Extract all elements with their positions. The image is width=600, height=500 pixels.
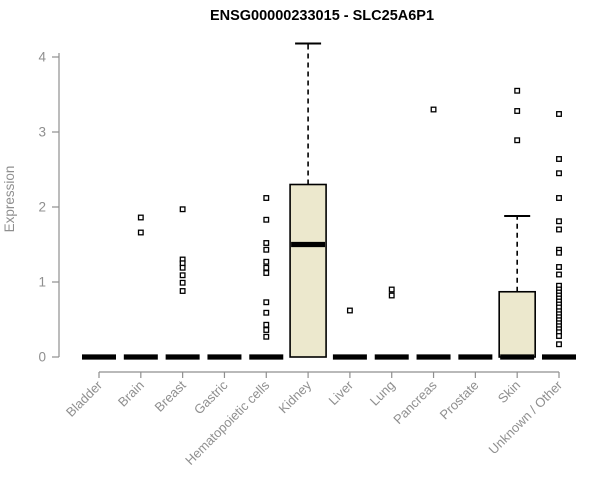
outlier-point-liver: [346, 307, 353, 314]
x-tick-label-bladder: Bladder: [63, 377, 106, 420]
x-tick-label-gastric: Gastric: [191, 377, 231, 417]
y-tick-label: 0: [38, 350, 46, 365]
outlier-point-unknown-other: [556, 264, 562, 270]
outlier-point-skin: [514, 108, 521, 114]
outlier-point-unknown-other: [556, 218, 562, 225]
x-tick-label-liver: Liver: [325, 377, 356, 408]
x-tick-label-kidney: Kidney: [275, 377, 314, 416]
outlier-point-unknown-other: [556, 333, 562, 339]
outlier-point-hematopoietic-cells: [263, 270, 270, 276]
outlier-point-hematopoietic-cells: [263, 333, 270, 340]
outlier-point-hematopoietic-cells: [263, 264, 270, 271]
outlier-point-hematopoietic-cells: [263, 327, 270, 333]
outlier-point-hematopoietic-cells: [263, 240, 270, 246]
outlier-point-hematopoietic-cells: [263, 246, 270, 253]
y-tick-label: 4: [38, 50, 46, 65]
outlier-point-unknown-other: [556, 341, 562, 348]
outlier-point-unknown-other: [556, 111, 562, 117]
outlier-point-breast: [179, 272, 186, 279]
outlier-point-hematopoietic-cells: [263, 321, 270, 328]
outlier-point-lung: [388, 292, 395, 299]
outlier-point-breast: [179, 288, 186, 294]
y-axis-label: Expression: [2, 166, 17, 233]
outlier-point-skin: [514, 137, 521, 144]
outlier-point-brain: [137, 214, 144, 221]
x-tick-label-skin: Skin: [495, 378, 523, 406]
outlier-point-unknown-other: [556, 156, 562, 162]
y-tick-label: 1: [38, 275, 46, 290]
x-tick-label-pancreas: Pancreas: [390, 377, 440, 427]
outlier-point-brain: [137, 229, 144, 236]
outlier-point-unknown-other: [556, 195, 562, 201]
x-tick-label-prostate: Prostate: [437, 378, 482, 423]
outlier-point-hematopoietic-cells: [263, 309, 270, 316]
y-tick-label: 3: [38, 125, 46, 140]
outlier-point-unknown-other: [556, 271, 562, 278]
outlier-point-lung: [388, 286, 395, 293]
outlier-point-breast: [179, 206, 186, 213]
outlier-point-unknown-other: [556, 249, 562, 256]
chart-title: ENSG00000233015 - SLC25A6P1: [210, 8, 434, 24]
x-tick-label-lung: Lung: [367, 378, 398, 409]
outlier-point-skin: [514, 87, 521, 94]
outlier-point-pancreas: [430, 106, 437, 113]
box-skin: [498, 290, 536, 358]
outlier-point-hematopoietic-cells: [263, 258, 270, 265]
y-tick-label: 2: [38, 200, 46, 215]
outlier-point-breast: [179, 279, 186, 286]
x-tick-label-brain: Brain: [115, 378, 147, 410]
outlier-point-hematopoietic-cells: [263, 195, 270, 201]
outlier-point-breast: [179, 264, 186, 271]
outlier-point-hematopoietic-cells: [263, 216, 270, 223]
outlier-point-unknown-other: [556, 226, 562, 233]
x-tick-label-breast: Breast: [152, 377, 189, 414]
box-kidney: [289, 183, 327, 358]
x-tick-label-unknown-other: Unknown / Other: [486, 377, 566, 457]
outlier-point-unknown-other: [556, 170, 562, 177]
outlier-point-hematopoietic-cells: [263, 299, 270, 306]
